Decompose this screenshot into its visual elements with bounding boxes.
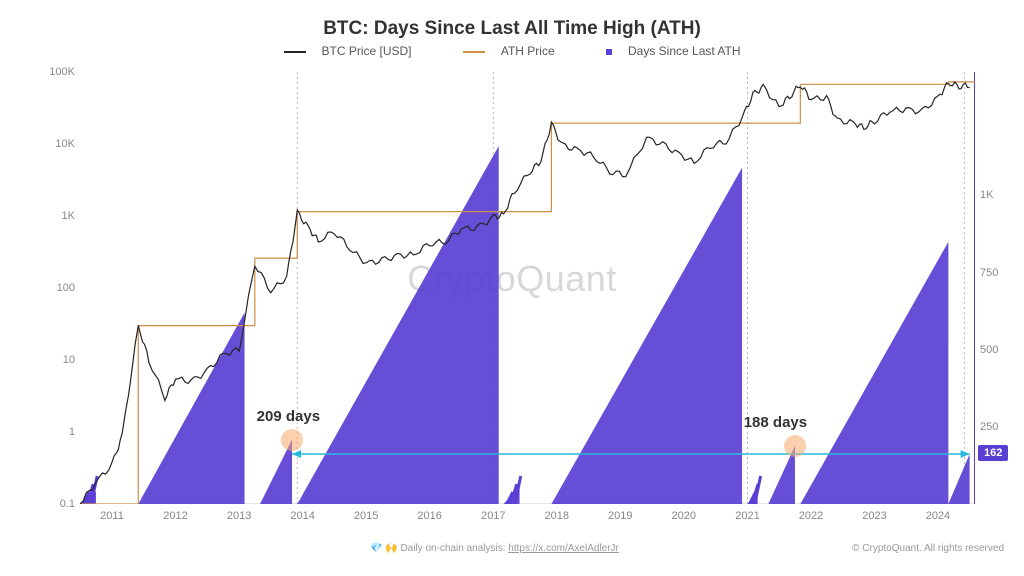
x-tick: 2015 (354, 510, 378, 522)
x-tick: 2011 (100, 510, 124, 522)
legend-item-days: Days Since Last ATH (594, 44, 753, 58)
legend-swatch-days (606, 49, 612, 55)
footer-copyright: © CryptoQuant. All rights reserved (852, 543, 1004, 554)
y-left-tick: 1K (45, 210, 75, 222)
footer-attribution: 💎 🙌 Daily on-chain analysis: https://x.c… (370, 543, 619, 554)
x-tick: 2016 (417, 510, 441, 522)
legend-label-ath: ATH Price (501, 44, 555, 58)
y-left-tick: 1 (45, 426, 75, 438)
y-left-tick: 100 (45, 282, 75, 294)
x-tick: 2020 (672, 510, 696, 522)
legend-item-ath: ATH Price (451, 44, 570, 58)
plot-area (80, 72, 975, 504)
legend-label-price: BTC Price [USD] (322, 44, 412, 58)
y-left-tick: 10 (45, 354, 75, 366)
y-left-tick: 10K (45, 138, 75, 150)
x-tick: 2022 (799, 510, 823, 522)
annotation-marker (281, 429, 303, 451)
chart-title: BTC: Days Since Last All Time High (ATH) (0, 18, 1024, 40)
y-right-tick: 750 (980, 267, 998, 279)
legend-swatch-ath (463, 51, 485, 53)
y-right-tick: 1K (980, 189, 993, 201)
x-tick: 2013 (227, 510, 251, 522)
current-value-badge: 162 (978, 445, 1008, 461)
x-tick: 2024 (926, 510, 950, 522)
annotation-marker (784, 435, 806, 457)
legend-label-days: Days Since Last ATH (628, 44, 741, 58)
x-tick: 2014 (290, 510, 314, 522)
x-tick: 2018 (545, 510, 569, 522)
chart-root: BTC: Days Since Last All Time High (ATH)… (0, 0, 1024, 576)
x-tick: 2017 (481, 510, 505, 522)
y-right-tick: 250 (980, 421, 998, 433)
annotation-text: 209 days (257, 408, 320, 425)
y-left-tick: 0.1 (45, 498, 75, 510)
legend-swatch-price (284, 51, 306, 53)
legend: BTC Price [USD] ATH Price Days Since Las… (0, 44, 1024, 58)
footer-link[interactable]: https://x.com/AxelAdlerJr (508, 543, 619, 554)
annotation-text: 188 days (744, 414, 807, 431)
legend-item-price: BTC Price [USD] (272, 44, 427, 58)
y-right-tick: 500 (980, 344, 998, 356)
x-tick: 2021 (735, 510, 759, 522)
footer-prefix: 💎 🙌 Daily on-chain analysis: (370, 543, 508, 554)
x-tick: 2012 (163, 510, 187, 522)
x-tick: 2019 (608, 510, 632, 522)
y-left-tick: 100K (45, 66, 75, 78)
x-tick: 2023 (862, 510, 886, 522)
